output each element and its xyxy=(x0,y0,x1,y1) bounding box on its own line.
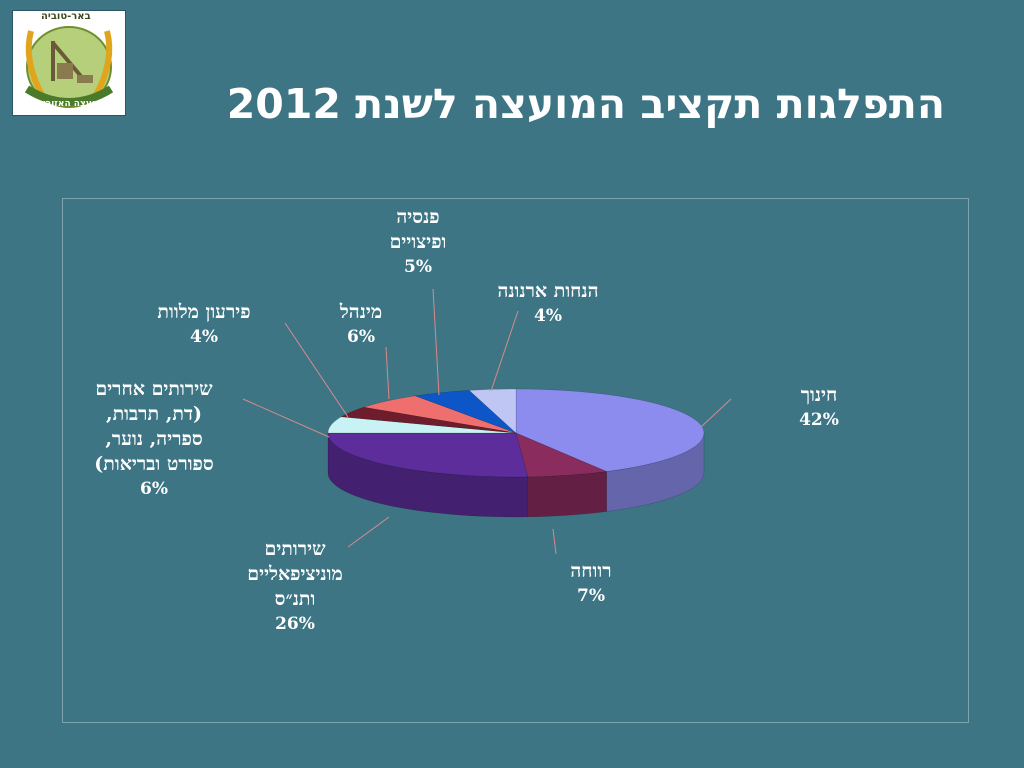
slice-percent: 42% xyxy=(799,410,839,430)
slice-percent: 26% xyxy=(275,614,315,634)
pie-slice-7 xyxy=(468,388,517,434)
leader-line-2 xyxy=(347,516,390,548)
slice-label-1: רווחה 7% xyxy=(541,559,641,609)
slice-label-line: מינהל xyxy=(339,301,383,323)
slice-percent: 7% xyxy=(577,586,605,606)
slice-label-line: רווחה xyxy=(570,560,612,582)
pie-slice-5 xyxy=(363,395,517,434)
pie-slice-1 xyxy=(515,432,608,478)
chart-area: חינוך 42% רווחה 7% שירותים מוניציפאליים ותנ״ס 2… xyxy=(62,198,969,723)
slice-percent: 6% xyxy=(140,479,168,499)
pie-slice-3 xyxy=(327,416,517,434)
slice-percent: 4% xyxy=(190,327,218,347)
slice-percent: 4% xyxy=(534,306,562,326)
logo-top-text: באר-טוביה xyxy=(41,11,91,22)
slice-percent: 5% xyxy=(404,257,432,277)
leader-line-4 xyxy=(284,322,349,418)
slice-label-7: הנחות ארנונה 4% xyxy=(463,279,633,329)
slice-label-line: חינוך xyxy=(800,384,838,406)
page-title: התפלגות תקציב המועצה לשנת 2012 xyxy=(226,80,945,128)
pie-slice-2 xyxy=(327,432,529,478)
pie-slice-4 xyxy=(340,406,517,434)
slice-label-line: ותנ״ס xyxy=(274,588,316,610)
slice-label-line: מוניציפאליים xyxy=(247,563,343,585)
slice-label-6: פנסיה ופיצויים 5% xyxy=(363,205,473,280)
leader-line-5 xyxy=(385,346,390,400)
slice-label-5: מינהל 6% xyxy=(311,300,411,350)
slice-label-line: (דת, תרבות, xyxy=(105,403,203,425)
leader-line-6 xyxy=(432,288,440,396)
slice-label-line: ספורט ובריאות) xyxy=(94,453,214,475)
slice-percent: 6% xyxy=(347,327,375,347)
slice-label-0: חינוך 42% xyxy=(769,383,869,433)
slice-label-4: פירעון מלוות 4% xyxy=(129,300,279,350)
pie-slice-side-1 xyxy=(527,471,607,518)
leader-line-3 xyxy=(242,398,330,438)
leader-line-7 xyxy=(490,310,519,392)
slice-label-line: פירעון מלוות xyxy=(157,301,251,323)
slice-label-line: הנחות ארנונה xyxy=(497,280,599,302)
slice-label-line: פנסיה xyxy=(396,206,440,228)
pie-chart xyxy=(242,288,732,555)
slice-label-line: שירותים xyxy=(264,538,326,560)
slice-label-line: שירותים אחרים xyxy=(95,378,213,400)
slice-label-line: ספריה, נוער, xyxy=(105,428,203,450)
leader-line-1 xyxy=(552,528,557,555)
pie-slice-6 xyxy=(415,390,517,434)
slice-label-3: שירותים אחרים (דת, תרבות, ספריה, נוער, ספור… xyxy=(63,377,245,502)
slice-label-line: ופיצויים xyxy=(389,231,447,253)
slice-label-2: שירותים מוניציפאליים ותנ״ס 26% xyxy=(215,537,375,637)
leader-line-0 xyxy=(700,398,732,428)
pie-slice-0 xyxy=(515,388,705,472)
council-logo: באר-טוביה המועצה האזורית xyxy=(12,10,126,116)
logo-bottom-text: המועצה האזורית xyxy=(37,99,108,109)
